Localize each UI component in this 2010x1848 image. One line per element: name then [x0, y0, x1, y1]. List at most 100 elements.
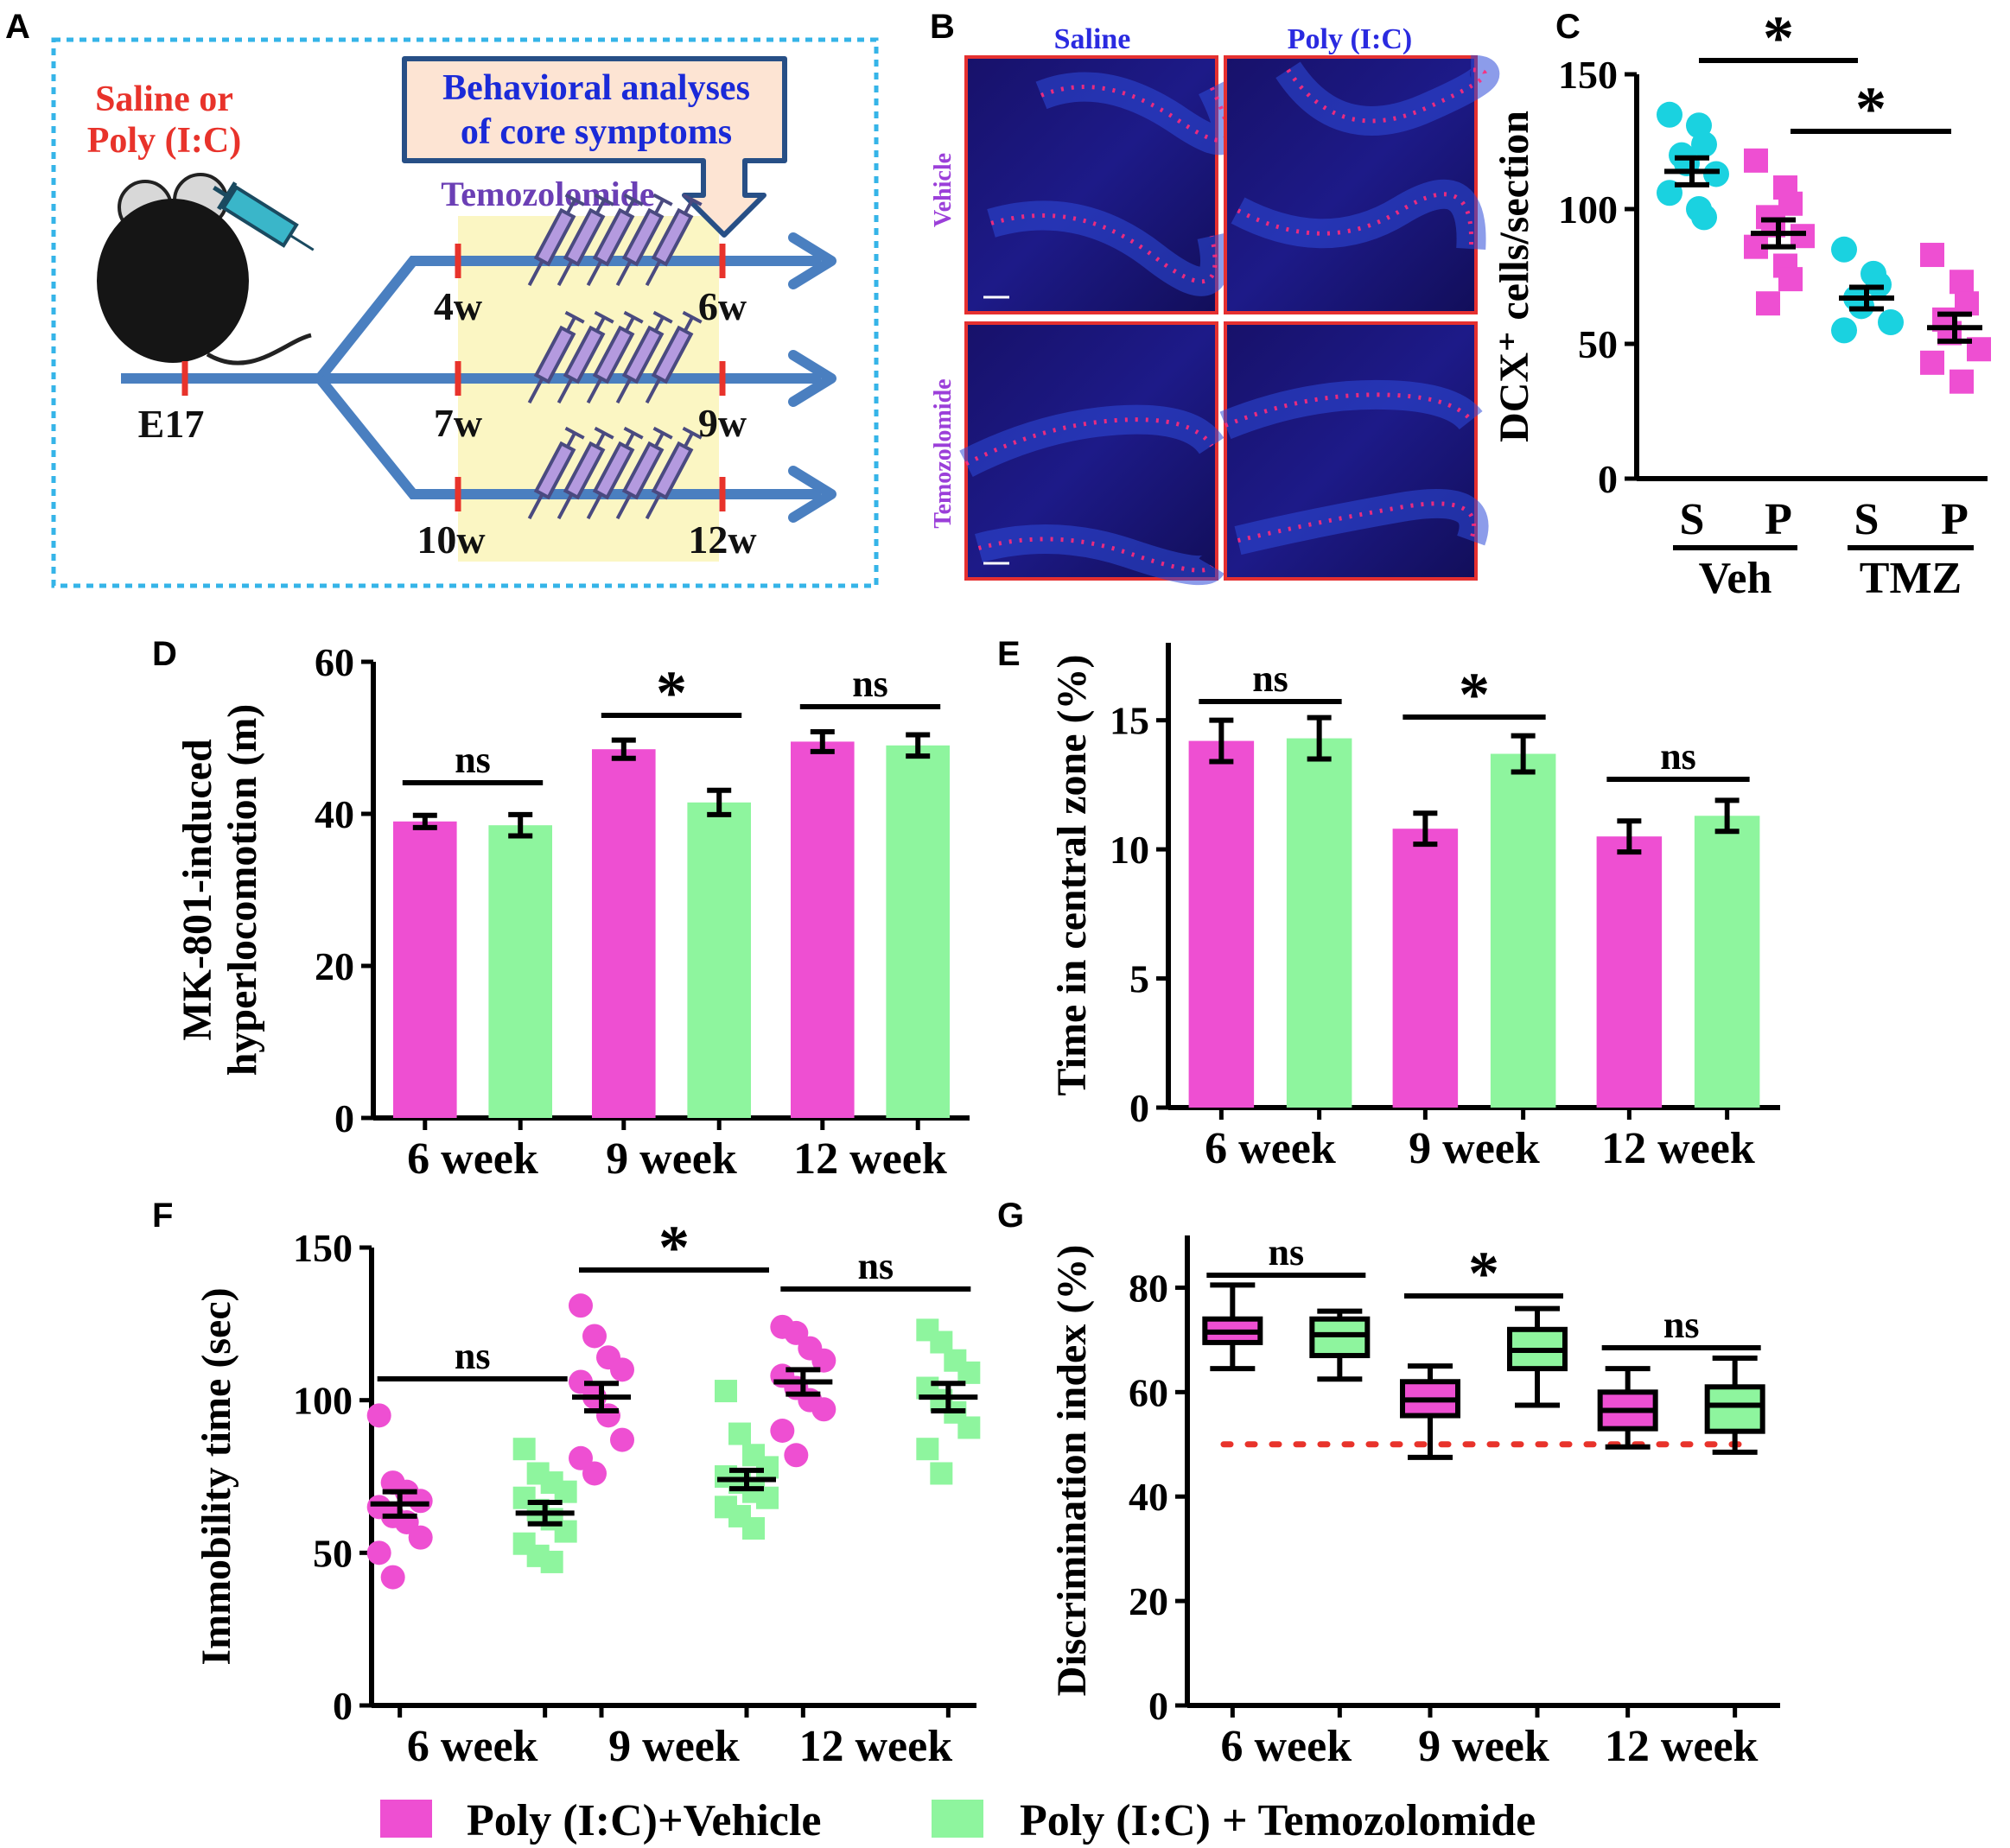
- y-axis-title: MK-801-induced: [175, 739, 220, 1041]
- syringe-needle: [557, 259, 574, 287]
- treatment-text-line2: Poly (I:C): [87, 121, 241, 161]
- syringe-plunger-cap: [623, 310, 644, 324]
- syringe-icon: [645, 193, 703, 287]
- y-tick-label: 0: [1598, 457, 1618, 501]
- syringe-plunger: [683, 199, 694, 215]
- timeline-1-end: 6w: [698, 284, 747, 328]
- timeline-3-start: 10w: [417, 518, 485, 562]
- y-tick-label: 15: [1110, 699, 1149, 743]
- y-tick-label: 100: [1558, 187, 1618, 232]
- y-tick-label: 50: [313, 1531, 353, 1575]
- drug-label: Temozolomide: [441, 175, 654, 213]
- data-point: [930, 1462, 953, 1485]
- bar: [1188, 740, 1255, 1108]
- data-point: [569, 1293, 593, 1318]
- y-tick-label: 0: [1129, 1086, 1149, 1130]
- legend-swatch-vehicle: [380, 1800, 432, 1838]
- syringe-plunger-cap: [564, 310, 585, 324]
- data-point: [1778, 191, 1803, 216]
- data-point: [366, 1403, 391, 1428]
- mouse-icon: [97, 173, 312, 365]
- y-tick-label: 0: [333, 1684, 353, 1728]
- panel-b: B Saline Poly (I:C) Vehicle Temozolomide: [930, 8, 1500, 586]
- syringe-icon: [615, 310, 673, 404]
- data-point: [957, 1361, 981, 1384]
- syringe-plunger: [565, 199, 576, 215]
- group-label: Veh: [1699, 554, 1772, 603]
- syringe-needle: [645, 492, 662, 520]
- bar: [1392, 829, 1459, 1108]
- x-category-label: 6 week: [1205, 1124, 1336, 1173]
- timeline-1-start: 4w: [434, 284, 482, 328]
- legend-label-vehicle: Poly (I:C)+Vehicle: [467, 1796, 821, 1845]
- bar: [1694, 816, 1760, 1108]
- bar: [1286, 738, 1352, 1108]
- data-point: [1920, 243, 1944, 268]
- data-point: [582, 1324, 607, 1349]
- syringe-plunger: [565, 432, 576, 448]
- syringe-plunger: [653, 316, 665, 333]
- y-axis-title: Immobility time (sec): [194, 1287, 239, 1665]
- panel-b-label: B: [930, 8, 955, 46]
- data-point: [1831, 317, 1857, 344]
- syringe-needle: [615, 377, 633, 404]
- y-tick-label: 20: [1129, 1579, 1168, 1623]
- legend-swatch-temozolomide: [932, 1800, 983, 1838]
- data-point: [1866, 271, 1892, 298]
- data-point: [1756, 291, 1780, 316]
- callout-line1: Behavioral analyses: [442, 68, 750, 108]
- group-label: TMZ: [1860, 554, 1962, 603]
- x-category-label: 6 week: [407, 1134, 538, 1184]
- significance-label: ns: [858, 1245, 894, 1287]
- data-point: [554, 1480, 577, 1503]
- data-point: [1920, 350, 1944, 375]
- significance-star: *: [1855, 74, 1886, 143]
- y-tick-label: 150: [1558, 53, 1618, 97]
- data-point: [1950, 369, 1974, 394]
- x-category-label: 9 week: [606, 1134, 737, 1184]
- significance-star: *: [658, 1213, 690, 1282]
- y-axis-title: hyperlocomotion (m): [219, 704, 265, 1076]
- dcx-signal: [1237, 192, 1474, 250]
- y-tick-label: 20: [315, 944, 354, 988]
- chart-g: 0 20 40 60 80 Discrimination index (%) 6 week n…: [1049, 1231, 1780, 1771]
- significance-star: *: [1763, 3, 1794, 73]
- y-axis-title: DCX⁺ cells/section: [1492, 111, 1537, 442]
- significance-star: *: [656, 658, 687, 727]
- data-point: [728, 1422, 751, 1445]
- data-point: [610, 1357, 634, 1382]
- syringe-icon: [557, 426, 614, 520]
- y-tick-label: 0: [334, 1096, 354, 1140]
- syringe-plunger: [595, 199, 606, 215]
- x-category-label: P: [1765, 495, 1792, 544]
- syringe-needle: [586, 492, 603, 520]
- data-point: [957, 1416, 981, 1439]
- timeline-diagram: [121, 193, 836, 523]
- x-category-label: 6 week: [407, 1722, 538, 1771]
- bar: [592, 749, 656, 1118]
- data-point: [1778, 267, 1803, 292]
- data-point: [742, 1517, 765, 1540]
- data-point: [1703, 161, 1729, 187]
- y-tick-label: 40: [1129, 1475, 1168, 1519]
- data-point: [1691, 131, 1717, 158]
- bar: [393, 821, 457, 1118]
- syringe-icon: [645, 426, 703, 520]
- syringe-icon: [557, 193, 614, 287]
- syringe-plunger: [683, 316, 694, 333]
- panel-e-label: E: [997, 635, 1021, 673]
- box: [1309, 1316, 1371, 1359]
- micrograph-image: [1224, 321, 1478, 581]
- syringe-needle: [586, 377, 603, 404]
- column-label-saline: Saline: [1054, 23, 1131, 55]
- syringe-plunger-cap: [682, 310, 703, 324]
- syringe-icon: [586, 310, 644, 404]
- data-point: [784, 1443, 809, 1468]
- data-point: [582, 1461, 607, 1486]
- x-category-label: S: [1854, 495, 1880, 544]
- syringe-needle: [615, 492, 633, 520]
- syringe-icon: [586, 426, 644, 520]
- data-point: [1831, 236, 1857, 263]
- x-category-label: 12 week: [799, 1722, 953, 1771]
